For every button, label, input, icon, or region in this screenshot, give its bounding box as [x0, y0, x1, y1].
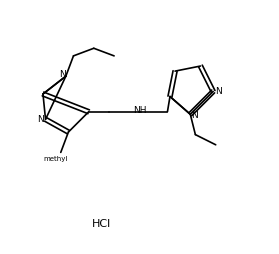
Text: HCl: HCl	[92, 218, 111, 229]
Text: N: N	[37, 115, 44, 124]
Text: NH: NH	[133, 106, 146, 115]
Text: N: N	[191, 111, 198, 120]
Text: N: N	[59, 70, 65, 80]
Text: N: N	[215, 87, 222, 96]
Text: methyl: methyl	[44, 156, 68, 162]
